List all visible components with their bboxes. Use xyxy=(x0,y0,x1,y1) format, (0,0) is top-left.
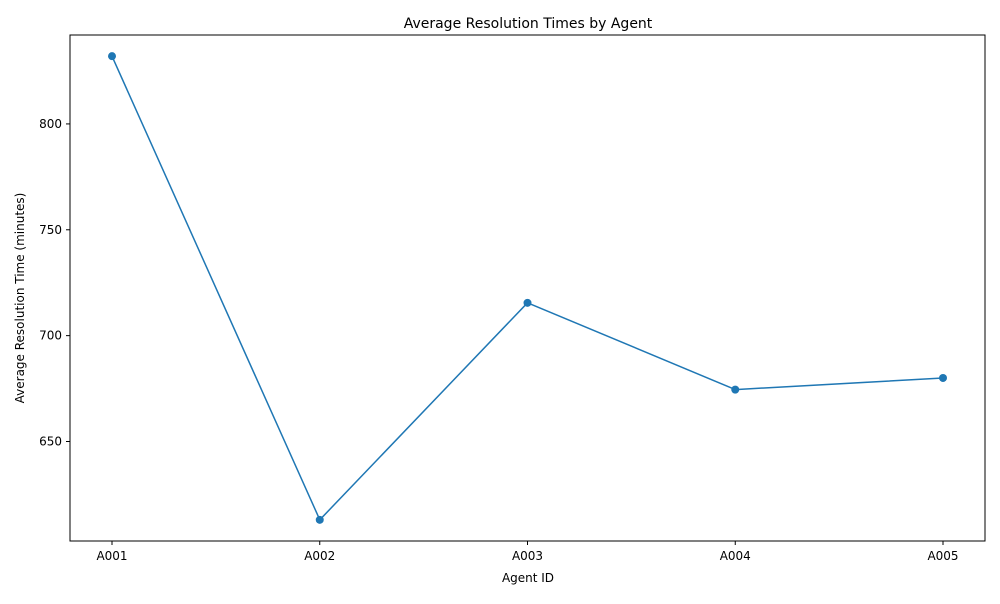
plot-area: 650 700 750 800 A001 A002 A003 A004 A005 xyxy=(39,34,986,563)
data-point xyxy=(108,52,116,61)
data-point xyxy=(315,515,324,524)
data-point xyxy=(939,373,947,382)
y-tick-label: 700 xyxy=(39,329,62,343)
y-tick-label: 800 xyxy=(39,117,62,131)
y-tick-label: 750 xyxy=(39,223,62,237)
x-tick-label: A005 xyxy=(927,549,958,563)
data-point xyxy=(731,385,740,394)
x-tick-label: A001 xyxy=(96,549,127,563)
x-tick-label: A004 xyxy=(720,549,751,563)
x-axis-label: Agent ID xyxy=(502,571,554,585)
data-point xyxy=(523,298,532,307)
x-tick-label: A002 xyxy=(304,549,335,563)
y-axis-label: Average Resolution Time (minutes) xyxy=(13,193,27,404)
y-tick-label: 650 xyxy=(39,434,62,448)
chart-title: Average Resolution Times by Agent xyxy=(404,16,653,32)
x-tick-label: A003 xyxy=(512,549,543,563)
